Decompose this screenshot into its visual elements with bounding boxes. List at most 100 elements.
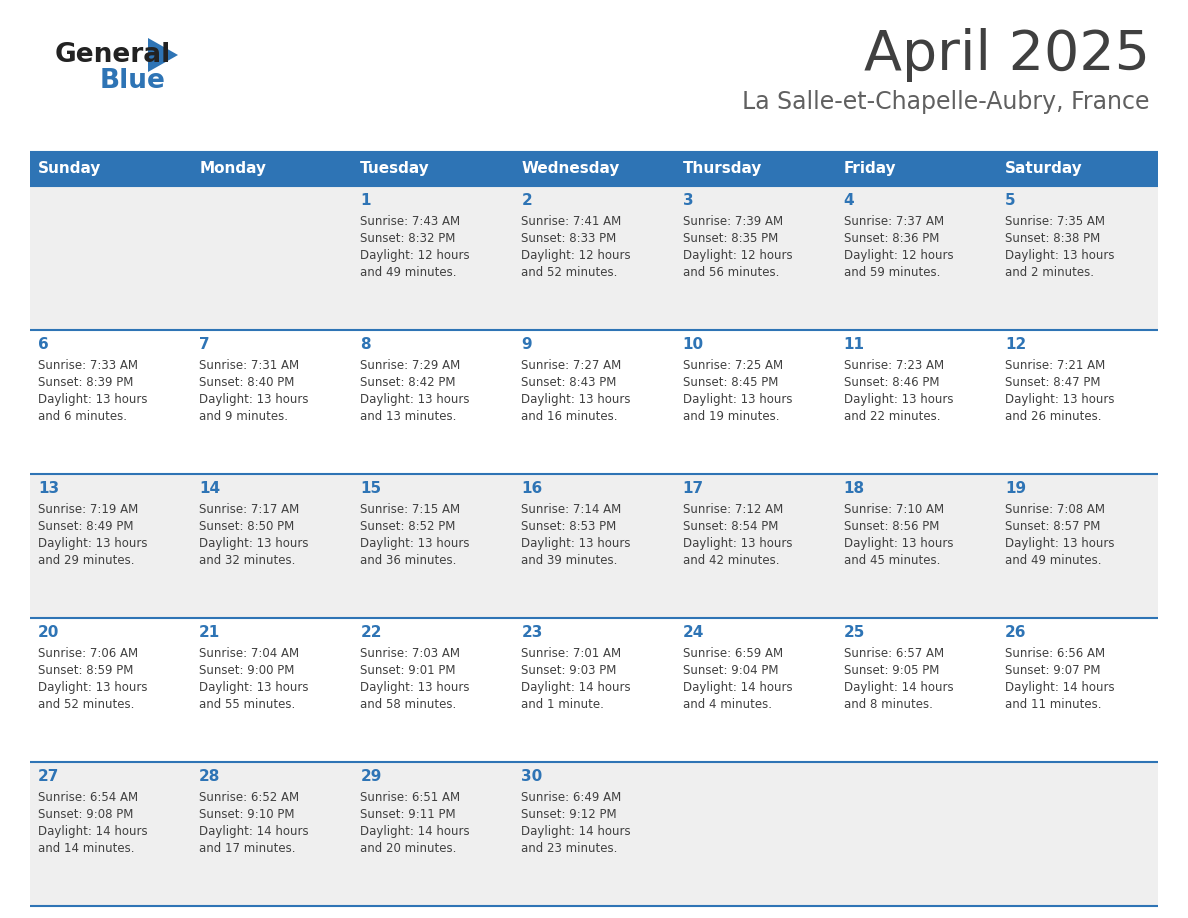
Text: Sunset: 9:12 PM: Sunset: 9:12 PM bbox=[522, 808, 617, 821]
Text: Thursday: Thursday bbox=[683, 162, 762, 176]
Text: Sunset: 8:45 PM: Sunset: 8:45 PM bbox=[683, 376, 778, 389]
Text: and 56 minutes.: and 56 minutes. bbox=[683, 266, 779, 279]
Text: Sunset: 8:56 PM: Sunset: 8:56 PM bbox=[843, 520, 939, 533]
Text: Sunset: 8:32 PM: Sunset: 8:32 PM bbox=[360, 232, 456, 245]
Text: Sunset: 8:43 PM: Sunset: 8:43 PM bbox=[522, 376, 617, 389]
Text: and 26 minutes.: and 26 minutes. bbox=[1005, 410, 1101, 423]
Text: Tuesday: Tuesday bbox=[360, 162, 430, 176]
Text: Blue: Blue bbox=[100, 68, 166, 94]
Text: and 55 minutes.: and 55 minutes. bbox=[200, 698, 296, 711]
Text: Sunrise: 7:06 AM: Sunrise: 7:06 AM bbox=[38, 647, 138, 660]
Text: 30: 30 bbox=[522, 769, 543, 784]
Text: 15: 15 bbox=[360, 481, 381, 496]
Text: Daylight: 12 hours: Daylight: 12 hours bbox=[683, 249, 792, 262]
Text: Sunset: 9:00 PM: Sunset: 9:00 PM bbox=[200, 664, 295, 677]
Text: and 49 minutes.: and 49 minutes. bbox=[360, 266, 456, 279]
Text: Sunrise: 7:33 AM: Sunrise: 7:33 AM bbox=[38, 359, 138, 372]
Text: 5: 5 bbox=[1005, 193, 1016, 208]
Text: Friday: Friday bbox=[843, 162, 896, 176]
Text: Daylight: 13 hours: Daylight: 13 hours bbox=[1005, 393, 1114, 406]
Bar bbox=[30, 186, 1158, 330]
Text: and 49 minutes.: and 49 minutes. bbox=[1005, 554, 1101, 567]
Text: and 17 minutes.: and 17 minutes. bbox=[200, 842, 296, 855]
Text: Sunrise: 7:03 AM: Sunrise: 7:03 AM bbox=[360, 647, 460, 660]
Text: Sunrise: 7:08 AM: Sunrise: 7:08 AM bbox=[1005, 503, 1105, 516]
Text: Sunrise: 7:04 AM: Sunrise: 7:04 AM bbox=[200, 647, 299, 660]
Text: Sunrise: 6:51 AM: Sunrise: 6:51 AM bbox=[360, 791, 461, 804]
Text: and 52 minutes.: and 52 minutes. bbox=[38, 698, 134, 711]
Bar bbox=[353, 152, 513, 186]
Text: Sunrise: 7:01 AM: Sunrise: 7:01 AM bbox=[522, 647, 621, 660]
Text: Sunset: 8:59 PM: Sunset: 8:59 PM bbox=[38, 664, 133, 677]
Text: and 45 minutes.: and 45 minutes. bbox=[843, 554, 940, 567]
Text: Daylight: 13 hours: Daylight: 13 hours bbox=[1005, 249, 1114, 262]
Text: Sunrise: 7:29 AM: Sunrise: 7:29 AM bbox=[360, 359, 461, 372]
Text: Sunrise: 6:59 AM: Sunrise: 6:59 AM bbox=[683, 647, 783, 660]
Text: Sunrise: 7:10 AM: Sunrise: 7:10 AM bbox=[843, 503, 943, 516]
Bar bbox=[513, 152, 675, 186]
Text: and 1 minute.: and 1 minute. bbox=[522, 698, 605, 711]
Text: 24: 24 bbox=[683, 625, 704, 640]
Text: and 58 minutes.: and 58 minutes. bbox=[360, 698, 456, 711]
Text: 12: 12 bbox=[1005, 337, 1026, 352]
Text: 9: 9 bbox=[522, 337, 532, 352]
Text: and 23 minutes.: and 23 minutes. bbox=[522, 842, 618, 855]
Text: Daylight: 13 hours: Daylight: 13 hours bbox=[1005, 537, 1114, 550]
Text: Sunrise: 7:17 AM: Sunrise: 7:17 AM bbox=[200, 503, 299, 516]
Text: Sunrise: 6:52 AM: Sunrise: 6:52 AM bbox=[200, 791, 299, 804]
Text: Sunset: 8:39 PM: Sunset: 8:39 PM bbox=[38, 376, 133, 389]
Text: Daylight: 13 hours: Daylight: 13 hours bbox=[522, 537, 631, 550]
Text: Sunset: 8:46 PM: Sunset: 8:46 PM bbox=[843, 376, 940, 389]
Text: Daylight: 14 hours: Daylight: 14 hours bbox=[1005, 681, 1114, 694]
Bar bbox=[30, 762, 1158, 906]
Text: 19: 19 bbox=[1005, 481, 1026, 496]
Text: Sunrise: 6:56 AM: Sunrise: 6:56 AM bbox=[1005, 647, 1105, 660]
Text: Sunset: 8:38 PM: Sunset: 8:38 PM bbox=[1005, 232, 1100, 245]
Text: and 42 minutes.: and 42 minutes. bbox=[683, 554, 779, 567]
Text: Daylight: 14 hours: Daylight: 14 hours bbox=[360, 825, 470, 838]
Text: and 4 minutes.: and 4 minutes. bbox=[683, 698, 771, 711]
Text: Sunset: 9:03 PM: Sunset: 9:03 PM bbox=[522, 664, 617, 677]
Text: Daylight: 13 hours: Daylight: 13 hours bbox=[843, 393, 953, 406]
Text: Sunset: 8:33 PM: Sunset: 8:33 PM bbox=[522, 232, 617, 245]
Text: and 6 minutes.: and 6 minutes. bbox=[38, 410, 127, 423]
Text: Sunrise: 7:35 AM: Sunrise: 7:35 AM bbox=[1005, 215, 1105, 228]
Text: 28: 28 bbox=[200, 769, 221, 784]
Text: Daylight: 12 hours: Daylight: 12 hours bbox=[522, 249, 631, 262]
Text: Sunset: 8:47 PM: Sunset: 8:47 PM bbox=[1005, 376, 1100, 389]
Text: 7: 7 bbox=[200, 337, 210, 352]
Text: Sunset: 8:50 PM: Sunset: 8:50 PM bbox=[200, 520, 295, 533]
Text: 26: 26 bbox=[1005, 625, 1026, 640]
Text: Sunset: 8:42 PM: Sunset: 8:42 PM bbox=[360, 376, 456, 389]
Text: Sunset: 9:01 PM: Sunset: 9:01 PM bbox=[360, 664, 456, 677]
Text: Daylight: 13 hours: Daylight: 13 hours bbox=[200, 681, 309, 694]
Text: 4: 4 bbox=[843, 193, 854, 208]
Text: Daylight: 14 hours: Daylight: 14 hours bbox=[522, 825, 631, 838]
Text: Sunrise: 7:43 AM: Sunrise: 7:43 AM bbox=[360, 215, 461, 228]
Text: Sunrise: 7:39 AM: Sunrise: 7:39 AM bbox=[683, 215, 783, 228]
Text: Monday: Monday bbox=[200, 162, 266, 176]
Bar bbox=[30, 330, 1158, 474]
Text: Daylight: 13 hours: Daylight: 13 hours bbox=[683, 537, 792, 550]
Bar bbox=[675, 152, 835, 186]
Text: and 39 minutes.: and 39 minutes. bbox=[522, 554, 618, 567]
Text: Sunrise: 7:23 AM: Sunrise: 7:23 AM bbox=[843, 359, 943, 372]
Text: and 19 minutes.: and 19 minutes. bbox=[683, 410, 779, 423]
Text: Sunrise: 7:14 AM: Sunrise: 7:14 AM bbox=[522, 503, 621, 516]
Text: and 32 minutes.: and 32 minutes. bbox=[200, 554, 296, 567]
Text: Sunrise: 7:25 AM: Sunrise: 7:25 AM bbox=[683, 359, 783, 372]
Text: Sunset: 9:05 PM: Sunset: 9:05 PM bbox=[843, 664, 939, 677]
Text: and 8 minutes.: and 8 minutes. bbox=[843, 698, 933, 711]
Text: Daylight: 13 hours: Daylight: 13 hours bbox=[38, 681, 147, 694]
Text: Saturday: Saturday bbox=[1005, 162, 1082, 176]
Text: Sunrise: 7:21 AM: Sunrise: 7:21 AM bbox=[1005, 359, 1105, 372]
Text: 21: 21 bbox=[200, 625, 221, 640]
Text: Sunset: 8:36 PM: Sunset: 8:36 PM bbox=[843, 232, 939, 245]
Text: Sunrise: 6:49 AM: Sunrise: 6:49 AM bbox=[522, 791, 621, 804]
Text: Sunset: 9:11 PM: Sunset: 9:11 PM bbox=[360, 808, 456, 821]
Text: and 20 minutes.: and 20 minutes. bbox=[360, 842, 456, 855]
Bar bbox=[191, 152, 353, 186]
Text: Daylight: 13 hours: Daylight: 13 hours bbox=[522, 393, 631, 406]
Text: Sunrise: 6:57 AM: Sunrise: 6:57 AM bbox=[843, 647, 943, 660]
Text: La Salle-et-Chapelle-Aubry, France: La Salle-et-Chapelle-Aubry, France bbox=[742, 90, 1150, 114]
